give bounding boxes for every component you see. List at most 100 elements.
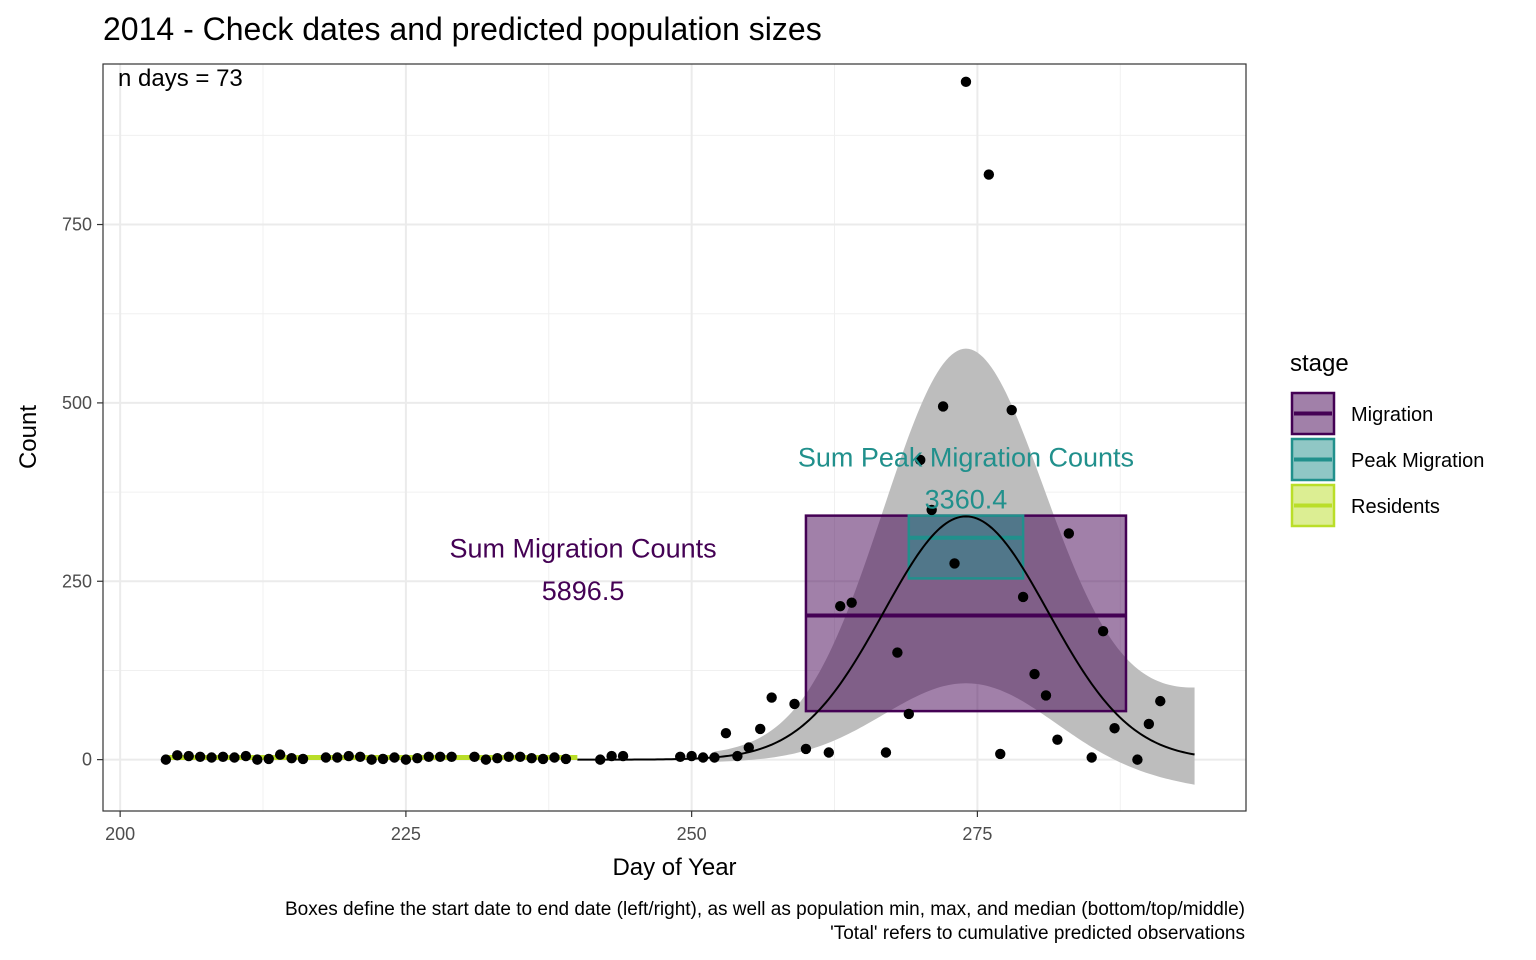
data-point [320, 752, 332, 763]
data-point [332, 752, 343, 763]
legend-label-migration: Migration [1351, 404, 1433, 426]
data-point [606, 750, 617, 762]
y-axis-ticks: 0 250 500 750 [62, 215, 103, 770]
data-point [709, 752, 720, 763]
data-point [937, 401, 949, 412]
data-point [286, 753, 297, 764]
legend: stage Migration Peak Migration Residents [1290, 350, 1484, 528]
data-point [434, 751, 446, 762]
data-point [595, 754, 606, 765]
migration-sum-label: Sum Migration Counts [449, 534, 716, 564]
data-point [789, 698, 800, 710]
data-point [217, 751, 229, 762]
data-point [1155, 695, 1166, 707]
x-axis-title: Day of Year [612, 854, 736, 881]
data-point [1086, 752, 1097, 763]
x-axis-ticks: 200 225 250 275 [105, 811, 992, 844]
data-point [263, 753, 274, 765]
data-point [915, 454, 926, 466]
minor-gridlines [103, 64, 1246, 811]
data-point [412, 753, 423, 764]
data-point [480, 754, 492, 765]
legend-key-migration [1290, 391, 1336, 436]
data-point [675, 751, 686, 762]
data-point [469, 751, 480, 762]
data-point [194, 751, 206, 762]
data-point [617, 750, 629, 762]
x-tick-label: 250 [677, 824, 707, 844]
data-point [446, 751, 457, 762]
data-point [503, 751, 514, 762]
legend-label-residents: Residents [1351, 496, 1440, 518]
data-point [514, 751, 526, 762]
data-point [537, 753, 549, 765]
data-point [743, 742, 754, 753]
data-point [1040, 690, 1052, 701]
data-point [892, 647, 903, 658]
data-point [983, 169, 995, 180]
n-days-label: n days = 73 [118, 65, 243, 92]
data-point [423, 751, 434, 762]
legend-items: Migration Peak Migration Residents [1290, 391, 1484, 528]
data-point [766, 692, 777, 703]
caption-line-2: 'Total' refers to cumulative predicted o… [830, 923, 1245, 944]
data-point [1017, 591, 1029, 603]
data-point [823, 747, 835, 758]
data-point [354, 751, 366, 762]
data-point [926, 504, 937, 516]
data-point [800, 743, 812, 755]
x-tick-label: 225 [391, 824, 421, 844]
data-point [229, 752, 240, 763]
peak-sum-label: Sum Peak Migration Counts [798, 442, 1134, 472]
data-point [343, 750, 354, 762]
y-axis-title: Count [15, 405, 42, 469]
data-point [1143, 718, 1155, 730]
data-point [400, 754, 412, 765]
legend-title: stage [1290, 350, 1349, 377]
legend-key-residents [1290, 483, 1336, 528]
data-point [160, 754, 172, 765]
data-point [835, 601, 846, 612]
migration-sum-value: 5896.5 [542, 576, 625, 606]
data-point [240, 750, 252, 762]
data-point [560, 753, 572, 765]
y-tick-label: 500 [62, 393, 92, 413]
data-point [755, 723, 766, 735]
data-point [880, 747, 892, 758]
data-point [1063, 528, 1075, 539]
data-point [995, 748, 1006, 760]
data-point [1006, 404, 1017, 416]
data-point [1132, 754, 1143, 765]
y-tick-label: 0 [82, 750, 92, 770]
data-point [389, 752, 400, 763]
chart-title: 2014 - Check dates and predicted populat… [103, 11, 822, 47]
data-point [1109, 723, 1120, 734]
x-tick-label: 200 [105, 824, 135, 844]
data-point [697, 752, 709, 763]
data-point [949, 558, 960, 569]
data-point [377, 753, 389, 765]
peak-sum-value: 3360.4 [925, 485, 1008, 515]
caption-line-1: Boxes define the start date to end date … [285, 899, 1245, 920]
legend-label-peak-migration: Peak Migration [1351, 450, 1484, 472]
observed-points [160, 76, 1166, 765]
data-point [252, 754, 263, 765]
data-point [183, 750, 194, 762]
data-point [960, 76, 972, 88]
data-point [1097, 626, 1109, 637]
data-point [274, 749, 286, 760]
data-point [366, 754, 377, 765]
x-tick-label: 275 [962, 824, 992, 844]
y-tick-label: 750 [62, 215, 92, 235]
data-point [732, 750, 743, 762]
y-tick-label: 250 [62, 571, 92, 591]
major-gridlines [103, 64, 1246, 811]
data-point [686, 750, 697, 762]
data-point [1052, 734, 1063, 745]
data-point [1029, 668, 1040, 680]
data-point [526, 753, 537, 764]
stage-boxes [804, 514, 1128, 713]
data-point [549, 752, 560, 763]
data-point [297, 753, 309, 765]
